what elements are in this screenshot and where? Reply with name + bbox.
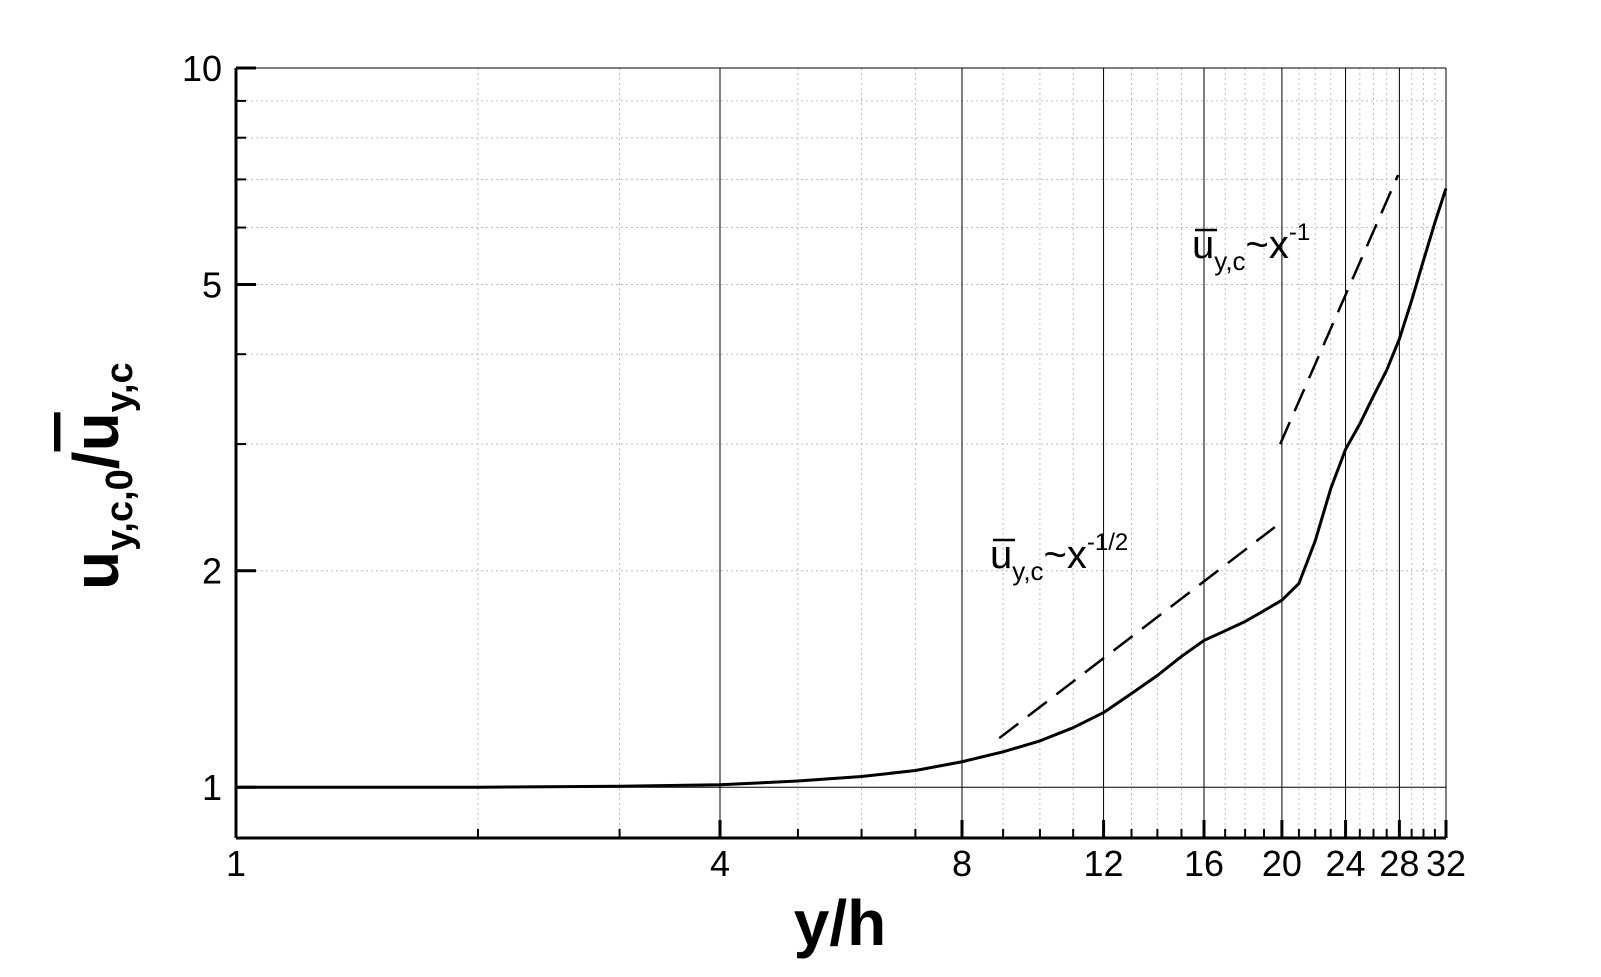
series-line-main: [236, 188, 1448, 789]
annotation-text: uy,c~x-1: [1192, 219, 1310, 276]
y-tick-label: 5: [202, 265, 222, 306]
x-tick-label: 1: [226, 843, 246, 884]
series-line-reference-2: [1279, 174, 1400, 445]
x-tick-label: 4: [710, 843, 730, 884]
x-tick-label: 8: [952, 843, 972, 884]
x-tick-label: 32: [1426, 843, 1466, 884]
x-axis-title: y/h: [794, 887, 886, 959]
series-line-reference-1: [998, 526, 1276, 740]
x-tick-label: 16: [1184, 843, 1224, 884]
y-tick-label: 1: [202, 767, 222, 808]
axis-ticks: [234, 66, 1448, 838]
annotation-text: uy,c~x-1/2: [990, 529, 1128, 586]
y-tick-label: 10: [182, 48, 222, 89]
x-tick-label: 24: [1326, 843, 1366, 884]
y-axis-title: uy,c,0/uy,c: [60, 362, 141, 590]
axes: [234, 67, 1446, 840]
x-tick-label: 20: [1262, 843, 1302, 884]
major-grid: [236, 68, 1447, 838]
annotation-slope-one: uy,c~x-1: [1192, 219, 1310, 276]
annotation-slope-half: uy,c~x-1/2: [990, 529, 1128, 586]
x-tick-label: 12: [1084, 843, 1124, 884]
x-tick-label: 28: [1379, 843, 1419, 884]
minor-grid: [236, 68, 1446, 838]
y-tick-label: 2: [202, 551, 222, 592]
data-series: [236, 174, 1448, 789]
